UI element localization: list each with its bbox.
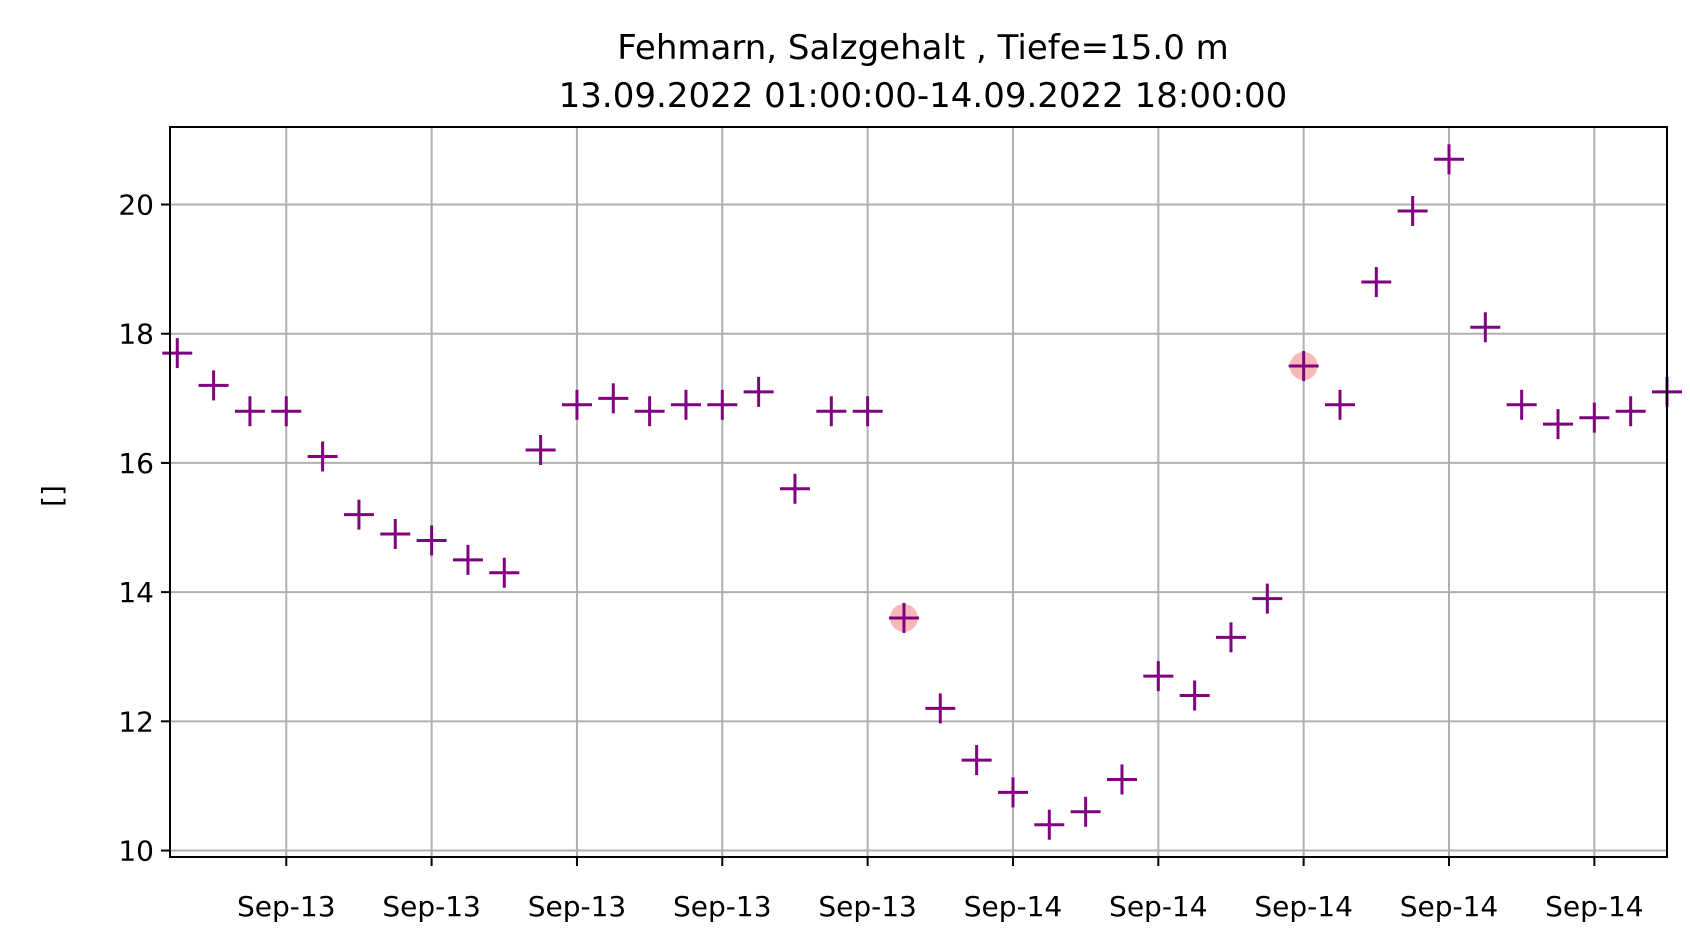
data-point <box>198 370 229 401</box>
data-point <box>234 396 265 427</box>
data-point <box>997 777 1028 808</box>
data-point <box>489 557 520 588</box>
data-point <box>452 544 483 575</box>
y-axis-label: [] <box>36 485 69 507</box>
y-ticks: 10 12 14 16 18 20 <box>118 189 170 868</box>
grid <box>170 127 1667 857</box>
y-tick-label: 18 <box>118 318 154 351</box>
chart-subtitle: 13.09.2022 01:00:00-14.09.2022 18:00:00 <box>559 76 1288 116</box>
x-tick-label: Sep-13 <box>818 890 917 923</box>
data-point <box>743 376 774 407</box>
data-point <box>634 396 665 427</box>
x-ticks: Sep-13 Sep-13 Sep-13 Sep-13 Sep-13 Sep-14 Sep-… <box>237 857 1644 923</box>
data-point <box>1324 389 1355 420</box>
data-point <box>380 518 411 549</box>
data-point <box>888 602 919 633</box>
data-point <box>1143 661 1174 692</box>
data-point <box>1506 389 1537 420</box>
data-point <box>816 396 847 427</box>
data-point <box>1106 764 1137 795</box>
x-tick-label: Sep-13 <box>382 890 481 923</box>
x-tick-label: Sep-14 <box>964 890 1063 923</box>
data-point <box>162 338 193 369</box>
data-point <box>670 389 701 420</box>
data-point <box>1034 809 1065 840</box>
y-tick-label: 10 <box>118 835 154 868</box>
data-point <box>961 745 992 776</box>
data-point <box>1615 396 1646 427</box>
data-point <box>1433 144 1464 175</box>
data-point <box>1215 622 1246 653</box>
data-point <box>598 383 629 414</box>
data-point <box>561 389 592 420</box>
data-point <box>1179 680 1210 711</box>
y-tick-label: 20 <box>118 189 154 222</box>
data-point <box>416 525 447 556</box>
x-tick-label: Sep-14 <box>1400 890 1499 923</box>
data-point <box>707 389 738 420</box>
data-point <box>307 441 338 472</box>
x-tick-label: Sep-14 <box>1545 890 1644 923</box>
data-point <box>1070 796 1101 827</box>
data-point <box>779 473 810 504</box>
x-tick-label: Sep-14 <box>1254 890 1353 923</box>
x-tick-label: Sep-13 <box>528 890 627 923</box>
y-tick-label: 12 <box>118 705 154 738</box>
data-point <box>525 435 556 466</box>
data-point <box>343 499 374 530</box>
data-point <box>271 396 302 427</box>
data-point <box>852 396 883 427</box>
data-point <box>1288 351 1319 382</box>
y-tick-label: 16 <box>118 447 154 480</box>
x-tick-label: Sep-14 <box>1109 890 1208 923</box>
data-point <box>1470 312 1501 343</box>
plot-frame <box>169 126 1668 858</box>
data-point <box>925 693 956 724</box>
data-point <box>1252 583 1283 614</box>
x-tick-label: Sep-13 <box>237 890 336 923</box>
data-point <box>1361 267 1392 298</box>
data-point <box>1579 402 1610 433</box>
chart-title: Fehmarn, Salzgehalt , Tiefe=15.0 m <box>617 28 1229 68</box>
x-tick-label: Sep-13 <box>673 890 772 923</box>
data-point <box>1397 195 1428 226</box>
data-point <box>1542 409 1573 440</box>
y-tick-label: 14 <box>118 576 154 609</box>
